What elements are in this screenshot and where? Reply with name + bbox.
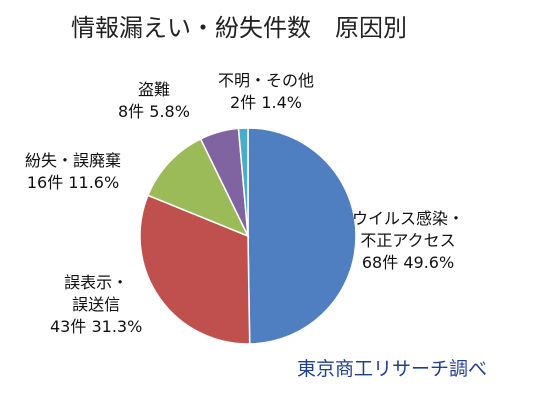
- slice-label-misdelivery-line2: 誤送信: [72, 295, 121, 314]
- pie-slice-loss: [146, 137, 250, 238]
- chart-title: 情報漏えい・紛失件数 原因別: [71, 14, 407, 42]
- slice-value-unknown: 2件 1.4%: [218, 92, 314, 114]
- slice-label-unknown: 不明・その他 2件 1.4%: [218, 70, 314, 114]
- slice-value-virus: 68件 49.6%: [352, 252, 464, 274]
- slice-label-misdelivery: 誤表示・ 誤送信 43件 31.3%: [50, 272, 142, 338]
- slice-percent-misdelivery: 31.3%: [91, 317, 143, 336]
- slice-label-unknown-line1: 不明・その他: [218, 71, 315, 90]
- slice-label-virus-line2: 不正アクセス: [360, 231, 456, 250]
- slice-percent-loss: 11.6%: [68, 173, 120, 192]
- slice-value-misdelivery: 43件 31.3%: [50, 316, 142, 338]
- slice-value-loss: 16件 11.6%: [25, 172, 121, 194]
- pie-slice-virus: [247, 127, 357, 345]
- slice-label-theft: 盗難 8件 5.8%: [118, 79, 190, 123]
- slice-label-theft-line1: 盗難: [137, 80, 170, 99]
- slice-count-unknown: 2件: [230, 93, 257, 112]
- slice-value-theft: 8件 5.8%: [118, 101, 190, 123]
- slice-count-theft: 8件: [118, 102, 145, 121]
- slice-count-loss: 16件: [26, 173, 64, 192]
- slice-percent-theft: 5.8%: [149, 102, 190, 121]
- slice-count-misdelivery: 43件: [50, 317, 87, 336]
- slice-label-virus: ウイルス感染・ 不正アクセス 68件 49.6%: [352, 208, 464, 274]
- pie-slice-unknown: [237, 127, 249, 237]
- slice-percent-unknown: 1.4%: [261, 93, 302, 112]
- source-note: 東京商工リサーチ調べ: [297, 358, 488, 380]
- slice-label-loss-line1: 紛失・誤廃棄: [25, 151, 122, 170]
- slice-label-virus-line1: ウイルス感染・: [352, 209, 465, 228]
- pie-slice-misdelivery: [139, 194, 251, 345]
- slice-percent-virus: 49.6%: [403, 253, 455, 272]
- slice-label-loss: 紛失・誤廃棄 16件 11.6%: [25, 150, 121, 194]
- slice-count-virus: 68件: [361, 253, 399, 272]
- slice-label-misdelivery-line1: 誤表示・: [64, 273, 129, 292]
- pie-slices: [139, 127, 357, 345]
